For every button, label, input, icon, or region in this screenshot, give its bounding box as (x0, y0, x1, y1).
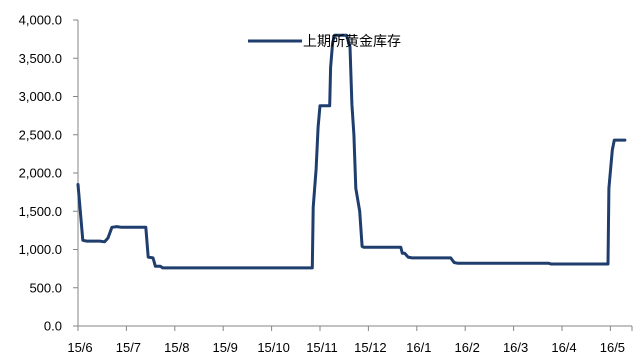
x-tick-label: 15/7 (116, 340, 141, 353)
legend: 上期所黄金库存 (248, 33, 401, 50)
x-tick-label: 16/4 (551, 340, 576, 353)
gold-inventory-series-line (76, 33, 627, 270)
y-tick-label: 1,500.0 (19, 204, 62, 219)
x-tick-label: 16/5 (600, 340, 625, 353)
y-tick-label: 2,500.0 (19, 127, 62, 142)
x-tick-label: 16/3 (503, 340, 528, 353)
y-tick-label: 4,000.0 (19, 13, 62, 28)
y-tick-label: 3,500.0 (19, 51, 62, 66)
y-tick-label: 2,000.0 (19, 166, 62, 181)
x-tick-label: 15/9 (213, 340, 238, 353)
y-tick-label: 3,000.0 (19, 89, 62, 104)
x-tick-label: 16/2 (455, 340, 480, 353)
x-tick-label: 15/8 (164, 340, 189, 353)
legend-series-label: 上期所黄金库存 (303, 33, 401, 50)
y-tick-label: 500.0 (29, 280, 62, 295)
x-tick-label: 15/12 (354, 340, 387, 353)
x-tick-label: 15/6 (67, 340, 92, 353)
y-axis-ticks: 0.0 500.0 1,000.0 1,500.0 2,000.0 2,500.0 3,00… (19, 13, 78, 334)
x-tick-label: 15/11 (306, 340, 338, 353)
y-tick-label: 1,000.0 (19, 242, 62, 257)
x-tick-label: 15/10 (257, 340, 290, 353)
plot-area: 0.0 500.0 1,000.0 1,500.0 2,000.0 2,500.0 3,00… (19, 13, 633, 353)
x-axis-ticks: 15/6 15/7 15/8 15/9 15/10 15/11 15/12 16/1 16/2 1… (67, 326, 633, 353)
x-tick-label: 16/1 (406, 340, 431, 353)
y-tick-label: 0.0 (44, 319, 62, 334)
